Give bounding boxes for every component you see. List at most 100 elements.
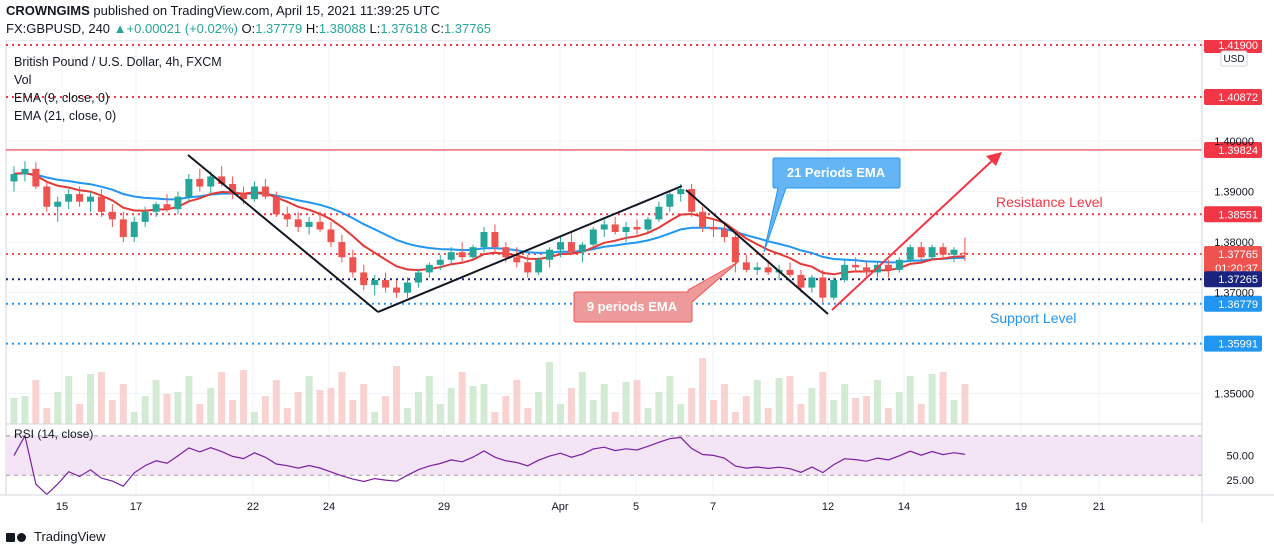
price-tick-label: 1.35000 xyxy=(1214,389,1254,401)
price-level-value: 1.36779 xyxy=(1218,299,1258,311)
candle-body xyxy=(360,272,368,286)
volume-bar xyxy=(819,372,827,424)
volume-bar xyxy=(185,376,193,424)
candle-body xyxy=(655,206,663,220)
volume-bar xyxy=(841,384,849,424)
volume-bar xyxy=(731,412,739,424)
volume-bars xyxy=(10,358,969,424)
volume-bar xyxy=(141,396,149,424)
rsi-label: RSI (14, close) xyxy=(14,427,93,441)
rsi-tick-label: 50.00 xyxy=(1226,451,1254,463)
volume-bar xyxy=(108,400,116,424)
volume-bar xyxy=(414,392,422,424)
trend-line-down-2 xyxy=(685,189,829,315)
time-tick-label: Apr xyxy=(551,501,568,513)
time-tick-label: 19 xyxy=(1015,501,1027,513)
candle-body xyxy=(677,189,685,195)
time-tick-label: 14 xyxy=(898,501,910,513)
price-tick-label: 1.40000 xyxy=(1214,136,1254,148)
ema21-line xyxy=(13,172,965,264)
volume-bar xyxy=(403,408,411,424)
candle-body xyxy=(764,267,772,273)
candle-body xyxy=(185,178,193,197)
price-axis[interactable]: 1.419001.408721.398241.385511.3776501:20… xyxy=(1201,40,1262,522)
candle-body xyxy=(327,229,335,243)
symbol-interval: FX:GBPUSD, 240 xyxy=(6,21,111,36)
candle-body xyxy=(229,184,237,195)
volume-bar xyxy=(895,392,903,424)
candle-body xyxy=(393,287,401,293)
time-tick-label: 15 xyxy=(56,501,68,513)
time-tick-label: 21 xyxy=(1093,501,1105,513)
volume-bar xyxy=(567,388,575,424)
currency-badge xyxy=(1220,50,1248,67)
legend-ema9: EMA (9, close, 0) xyxy=(14,91,110,105)
volume-bar xyxy=(578,372,586,424)
volume-bar xyxy=(720,384,728,424)
volume-bar xyxy=(830,400,838,424)
candle-body xyxy=(491,232,499,248)
volume-bar xyxy=(939,372,947,424)
arrow-head-icon xyxy=(986,152,1002,166)
candle-body xyxy=(917,247,925,258)
volume-bar xyxy=(786,376,794,424)
candle-body xyxy=(382,280,390,288)
candle-body xyxy=(611,224,619,232)
ema9-path xyxy=(13,171,965,276)
candle-body xyxy=(21,168,29,174)
trend-line-up xyxy=(377,185,683,313)
volume-bar xyxy=(316,390,324,424)
volume-bar xyxy=(863,396,871,424)
close-label: C: xyxy=(430,21,444,36)
price-level-value: 1.35991 xyxy=(1218,339,1258,351)
candle-body xyxy=(163,204,171,210)
legend-title: British Pound / U.S. Dollar, 4h, FXCM xyxy=(14,55,222,69)
candle-body xyxy=(710,226,718,230)
volume-bar xyxy=(535,392,543,424)
price-level-tag xyxy=(1204,245,1262,276)
chart-legend: British Pound / U.S. Dollar, 4h, FXCM Vo… xyxy=(14,53,222,125)
volume-bar xyxy=(688,388,696,424)
price-level-tag xyxy=(1204,295,1262,312)
candle-body xyxy=(261,186,269,197)
price-level-tag xyxy=(1204,40,1262,54)
time-tick-label: 7 xyxy=(710,501,716,513)
candle-body xyxy=(97,196,105,212)
high-value: 1.38088 xyxy=(318,21,366,36)
candle-body xyxy=(469,247,477,258)
price-chart[interactable]: 21 Periods EMA 9 periods EMA Resistance Le… xyxy=(0,40,1274,522)
price-level-value: 1.38551 xyxy=(1218,209,1258,221)
publisher-name: CROWNGIMS xyxy=(6,3,90,18)
candle-body xyxy=(808,277,816,288)
resistance-label: Resistance Level xyxy=(996,194,1103,210)
candle-body xyxy=(546,249,554,260)
trend-arrow-up xyxy=(831,158,995,311)
candle-body xyxy=(65,194,73,202)
candle-body xyxy=(884,264,892,270)
volume-bar xyxy=(753,380,761,424)
volume-bar xyxy=(294,392,302,424)
candle-body xyxy=(174,196,182,210)
candle-body xyxy=(76,194,84,202)
ema9-callout xyxy=(573,261,739,323)
candle-body xyxy=(699,211,707,227)
volume-bar xyxy=(207,388,215,424)
volume-bar xyxy=(546,362,554,424)
time-tick-label: 22 xyxy=(247,501,259,513)
candle-body xyxy=(305,221,313,227)
price-level-tag xyxy=(1204,206,1262,223)
price-level-value: 1.37265 xyxy=(1218,274,1258,286)
price-tick-label: 1.37000 xyxy=(1214,288,1254,300)
footer-brand[interactable]: TradingView xyxy=(6,529,106,544)
volume-bar xyxy=(436,404,444,424)
time-axis[interactable]: 15 17 22 24 29 Apr 5 7 12 14 19 21 xyxy=(0,494,1274,513)
candle-body xyxy=(250,186,258,200)
candle-body xyxy=(841,264,849,280)
candle-body xyxy=(633,226,641,230)
volume-bar xyxy=(196,404,204,424)
volume-bar xyxy=(382,396,390,424)
volume-bar xyxy=(644,408,652,424)
legend-vol: Vol xyxy=(14,73,32,87)
candle-body xyxy=(961,252,969,254)
time-tick-label: 29 xyxy=(438,501,450,513)
